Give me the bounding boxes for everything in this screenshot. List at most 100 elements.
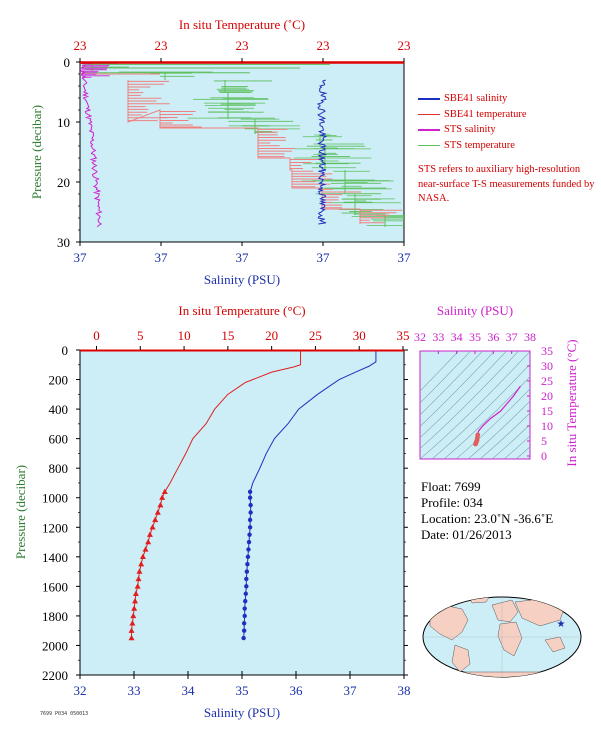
top-temp-tick-label: 23 [236,38,249,53]
salinity-marker [248,510,253,515]
legend-swatch [418,98,440,100]
salinity-marker [247,517,253,523]
top-pressure-ticks: 0 10 20 30 [57,55,80,250]
legend-label: SBE41 salinity [444,93,508,104]
sts-note: STS refers to auxiliary high-resolution … [418,164,595,204]
profile-pressure-tick-label: 800 [49,461,69,476]
top-pressure-tick-label: 0 [64,55,71,70]
density-contour [420,351,519,449]
salinity-marker [245,554,251,560]
top-temp-tick-label: 23 [74,38,87,53]
ts-temperature-tick-label: 15 [541,404,553,418]
profile-pressure-tick-label: 2200 [42,668,68,683]
salinity-marker [244,569,250,574]
salinity-marker [243,591,248,596]
top-sal-tick-label: 37 [236,250,250,265]
density-contour [420,351,483,416]
legend-swatch [418,144,440,146]
density-contour [515,446,530,459]
density-contours [420,351,530,459]
density-contour [431,363,530,459]
ts-temperature-axis-label: In situ Temperature (°C) [564,339,579,466]
temperature-marker [136,568,143,574]
temperature-marker [161,488,168,495]
ts-salinity-tick-label: 36 [487,330,499,344]
profile-temp-tick-label: 25 [309,328,322,343]
temperature-marker [159,494,166,500]
density-contour [491,424,530,459]
temperature-marker [129,620,136,626]
temperature-marker [139,553,146,560]
profile-sal-tick-label: 33 [128,683,141,698]
ts-temperature-tick-label: 5 [541,434,547,448]
profile-pressure-tick-label: 200 [49,373,69,388]
salinity-marker [244,576,249,582]
sts-salinity-series [80,63,110,228]
profile-panel: In situ Temperature (°C) 0 5 10 15 20 25 30 35 … [13,303,411,720]
top-temp-tick-label: 23 [317,38,330,53]
temperature-marker [128,634,135,641]
profile-temp-tick-label: 20 [265,328,278,343]
profile-sal-tick-label: 35 [236,683,249,698]
profile-temp-tick-label: 15 [221,328,234,343]
salinity-marker [241,635,246,641]
temperature-marker [152,516,159,523]
salinity-marker [248,502,253,508]
salinity-marker [247,525,253,530]
profile-temp-ticks: 0 5 10 15 20 25 30 35 [93,328,410,350]
ts-curve [473,385,521,447]
profile-pressure-tick-label: 1800 [42,609,68,624]
density-contour [420,351,530,459]
density-contour [503,435,530,459]
ts-salinity-tick-label: 34 [451,330,463,344]
ts-temperature-tick-label: 10 [541,419,553,433]
profile-plot-area [79,349,405,676]
ts-salinity-tick-label: 32 [414,330,426,344]
salinity-markers [241,489,253,641]
salinity-marker [243,598,248,604]
profile-sal-tick-label: 36 [290,683,304,698]
top-temp-ticks: 23 23 23 23 23 [74,38,411,62]
density-contour [455,388,530,459]
profile-sal-tick-label: 37 [344,683,358,698]
sbe41-salinity-line [316,79,328,225]
salinity-marker [247,532,252,537]
salinity-marker [245,562,250,567]
profile-temp-tick-label: 35 [397,328,410,343]
legend-label: STS temperature [444,139,515,151]
density-contour [420,351,459,392]
profile-pressure-tick-label: 600 [49,432,69,447]
profile-temp-tick-label: 5 [137,328,144,343]
profile-pressure-tick-label: 400 [49,402,69,417]
ts-temperature-tick-label: 0 [541,449,547,463]
profile-pressure-tick-label: 1600 [42,579,68,594]
salinity-marker [247,495,253,500]
ts-temperature-tick-label: 35 [541,344,553,358]
density-contour [420,351,507,439]
top-sal-tick-label: 37 [155,250,169,265]
temperature-marker [146,531,153,537]
profile-pressure-tick-label: 2000 [42,638,68,653]
temperature-marker [135,575,142,582]
world-map: ★ [422,596,582,678]
temperature-marker [131,605,138,611]
profile-pressure-ticks: 0 200 400 600 800 1000 1200 1400 1600 1800 2000 220… [42,343,408,683]
temperature-marker [154,509,161,515]
profile-temp-axis-label: In situ Temperature (°C) [178,303,305,318]
profile-pressure-tick-label: 1200 [42,520,68,535]
profile-pressure-tick-label: 1400 [42,550,68,565]
temperature-marker [138,561,145,567]
ts-panel: Salinity (PSU) 32 33 34 35 36 37 38 0510152025… [414,303,579,467]
salinity-marker [247,489,253,495]
profile-temp-tick-label: 10 [178,328,191,343]
top-temp-axis-label: In situ Temperature (˚C) [179,17,305,32]
top-sal-tick-label: 37 [74,250,88,265]
profile-pressure-tick-label: 0 [62,343,69,358]
sbe41-salinity-series [316,79,328,225]
top-pressure-tick-label: 30 [57,235,70,250]
top-sal-tick-label: 37 [398,250,412,265]
profile-temp-tick-label: 0 [93,328,100,343]
ts-temperature-tick-label: 20 [541,389,553,403]
